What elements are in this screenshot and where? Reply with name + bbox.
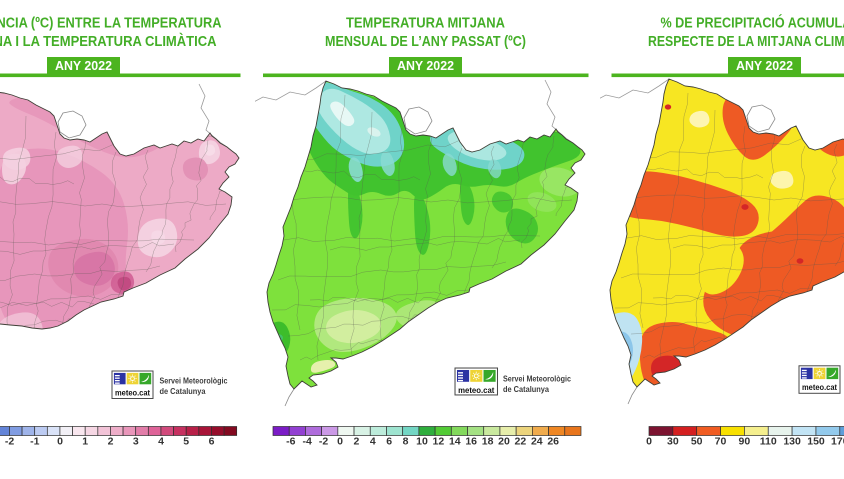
svg-text:5: 5 xyxy=(183,436,189,448)
svg-text:meteo.cat: meteo.cat xyxy=(802,382,837,392)
svg-text:-2: -2 xyxy=(319,436,328,448)
svg-text:10: 10 xyxy=(416,436,428,448)
svg-text:4: 4 xyxy=(158,436,164,448)
svg-text:70: 70 xyxy=(715,436,727,448)
svg-text:1: 1 xyxy=(82,436,88,448)
svg-text:90: 90 xyxy=(739,436,751,448)
svg-text:3: 3 xyxy=(133,436,139,448)
svg-text:6: 6 xyxy=(209,436,215,448)
svg-text:DIFERÈNCIA (ºC) ENTRE LA TEMPE: DIFERÈNCIA (ºC) ENTRE LA TEMPERATURA xyxy=(0,15,222,32)
svg-text:-2: -2 xyxy=(5,436,14,448)
svg-text:2: 2 xyxy=(108,436,114,448)
svg-text:2: 2 xyxy=(353,436,359,448)
svg-text:150: 150 xyxy=(807,436,825,448)
svg-text:de Catalunya: de Catalunya xyxy=(503,384,549,394)
svg-text:RESPECTE DE LA MITJANA CLIMÀTI: RESPECTE DE LA MITJANA CLIMÀTICA xyxy=(648,33,844,50)
svg-text:12: 12 xyxy=(433,436,445,448)
svg-text:4: 4 xyxy=(370,436,376,448)
svg-text:MENSUAL DE L’ANY PASSAT (ºC): MENSUAL DE L’ANY PASSAT (ºC) xyxy=(325,33,526,50)
svg-text:0: 0 xyxy=(646,436,652,448)
svg-text:130: 130 xyxy=(783,436,801,448)
svg-text:18: 18 xyxy=(482,436,494,448)
svg-text:ANY 2022: ANY 2022 xyxy=(397,58,454,73)
svg-text:0: 0 xyxy=(57,436,63,448)
svg-text:ANY 2022: ANY 2022 xyxy=(55,58,112,73)
svg-text:8: 8 xyxy=(403,436,409,448)
svg-text:-4: -4 xyxy=(303,436,312,448)
svg-text:170: 170 xyxy=(831,436,844,448)
svg-text:20: 20 xyxy=(498,436,510,448)
svg-text:TEMPERATURA MITJANA: TEMPERATURA MITJANA xyxy=(346,15,505,32)
svg-text:24: 24 xyxy=(531,436,543,448)
svg-text:22: 22 xyxy=(515,436,527,448)
svg-text:MITJANA I LA TEMPERATURA CLIMÀ: MITJANA I LA TEMPERATURA CLIMÀTICA xyxy=(0,33,217,50)
svg-text:ANY 2022: ANY 2022 xyxy=(736,58,793,73)
svg-text:-6: -6 xyxy=(286,436,295,448)
svg-text:% DE PRECIPITACIÓ ACUMULADA: % DE PRECIPITACIÓ ACUMULADA xyxy=(661,14,844,32)
svg-text:-1: -1 xyxy=(30,436,39,448)
svg-text:0: 0 xyxy=(337,436,343,448)
svg-text:16: 16 xyxy=(465,436,477,448)
svg-text:meteo.cat: meteo.cat xyxy=(115,387,150,397)
svg-text:30: 30 xyxy=(667,436,679,448)
svg-text:Servei Meteorològic: Servei Meteorològic xyxy=(160,376,228,386)
svg-text:50: 50 xyxy=(691,436,703,448)
svg-text:meteo.cat: meteo.cat xyxy=(458,385,494,395)
svg-text:de Catalunya: de Catalunya xyxy=(160,386,206,396)
svg-text:6: 6 xyxy=(386,436,392,448)
svg-text:110: 110 xyxy=(760,436,777,448)
svg-text:Servei Meteorològic: Servei Meteorològic xyxy=(503,374,571,384)
svg-text:14: 14 xyxy=(449,436,461,448)
svg-text:26: 26 xyxy=(547,436,559,448)
